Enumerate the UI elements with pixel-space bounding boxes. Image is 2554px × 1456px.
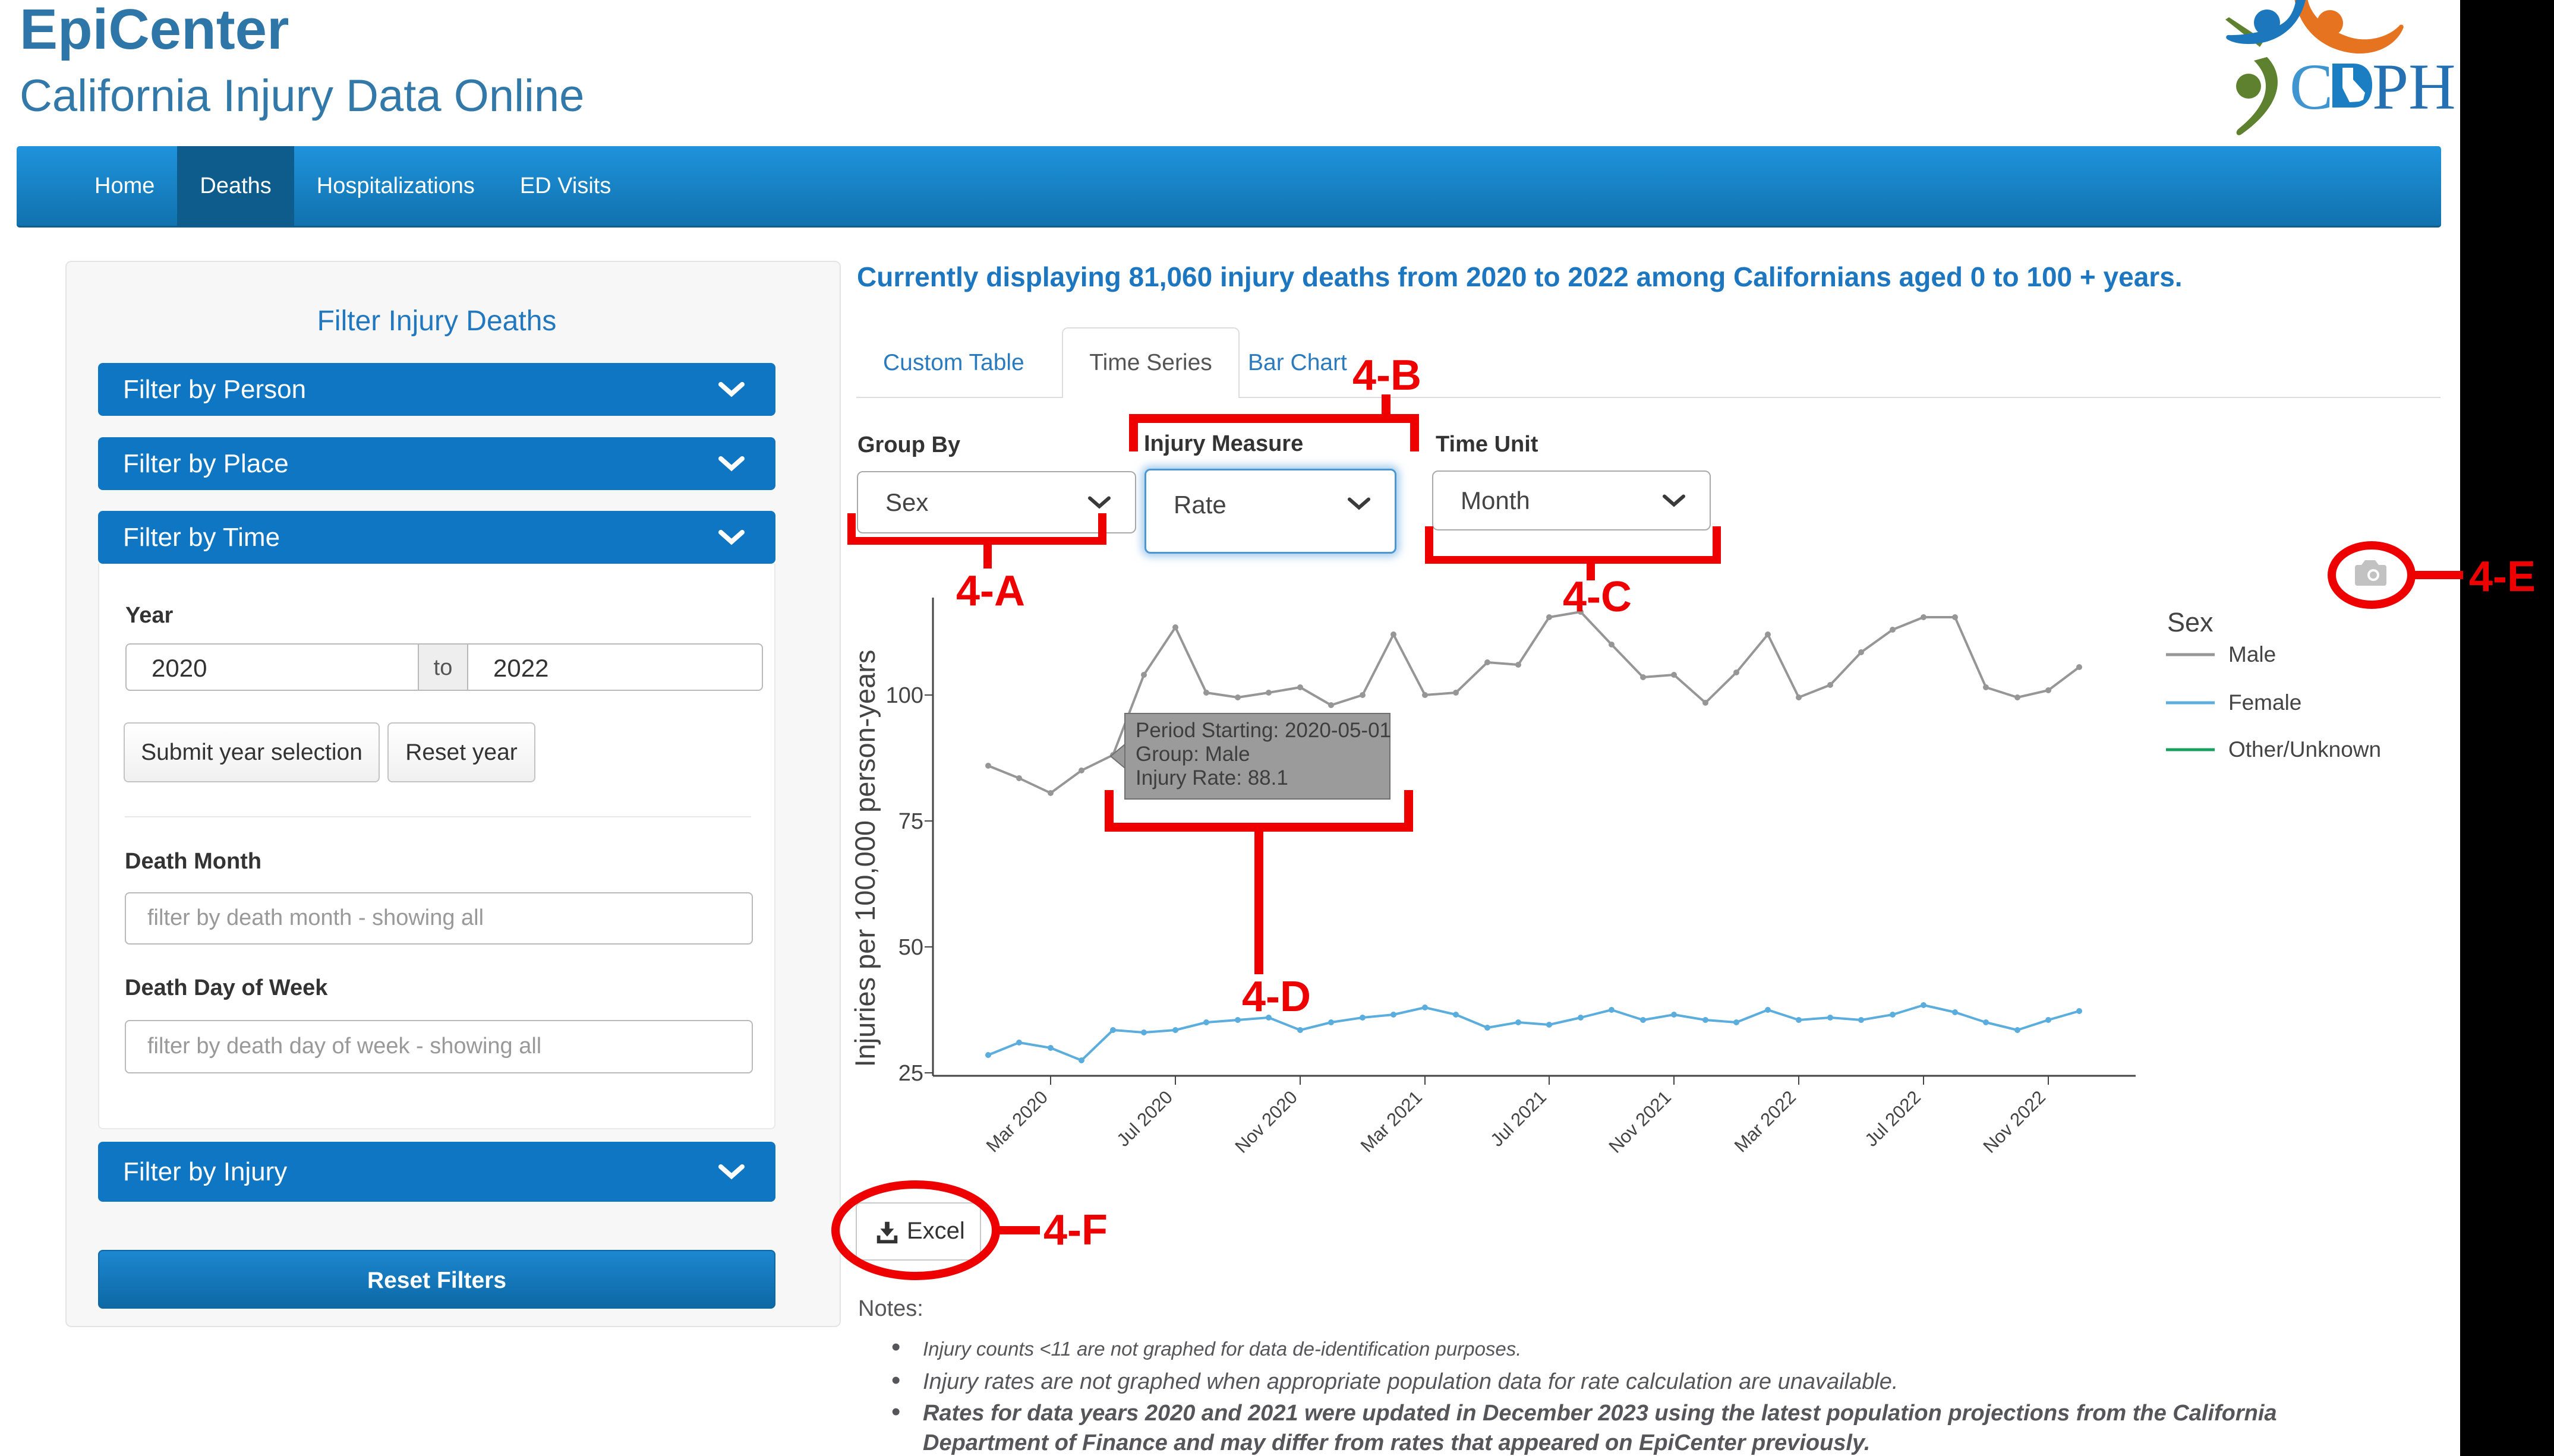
svg-text:4-E: 4-E (2469, 553, 2536, 601)
svg-text:Injury Rate: 88.1: Injury Rate: 88.1 (1136, 766, 1288, 789)
svg-text:Mar 2021: Mar 2021 (1357, 1087, 1426, 1156)
svg-text:C: C (2290, 50, 2333, 123)
svg-text:Jul 2020: Jul 2020 (1112, 1087, 1177, 1151)
svg-text:Period Starting: 2020-05-01: Period Starting: 2020-05-01 (1136, 719, 1391, 742)
svg-text:Injuries per 100,000 person-ye: Injuries per 100,000 person-years (849, 650, 881, 1067)
svg-text:100: 100 (886, 683, 923, 708)
svg-text:4-F: 4-F (1043, 1207, 1108, 1254)
svg-text:Other/Unknown: Other/Unknown (2228, 737, 2381, 762)
svg-text:PH: PH (2372, 50, 2456, 123)
svg-text:Jul 2022: Jul 2022 (1861, 1087, 1925, 1151)
svg-text:Nov 2021: Nov 2021 (1604, 1087, 1675, 1157)
svg-text:4-B: 4-B (1352, 352, 1421, 399)
svg-text:Group: Male: Group: Male (1136, 743, 1250, 766)
svg-text:Male: Male (2228, 642, 2276, 667)
svg-text:75: 75 (898, 809, 923, 834)
svg-text:50: 50 (898, 935, 923, 960)
svg-text:25: 25 (898, 1061, 923, 1086)
svg-text:Nov 2022: Nov 2022 (1979, 1087, 2049, 1157)
svg-text:Nov 2020: Nov 2020 (1231, 1087, 1301, 1157)
svg-text:Mar 2020: Mar 2020 (982, 1087, 1052, 1156)
svg-text:4-C: 4-C (1563, 573, 1632, 621)
svg-text:Female: Female (2228, 690, 2301, 715)
svg-text:Mar 2022: Mar 2022 (1730, 1087, 1800, 1156)
svg-text:4-A: 4-A (956, 567, 1025, 615)
svg-text:4-D: 4-D (1242, 973, 1311, 1021)
svg-text:Sex: Sex (2167, 607, 2214, 637)
svg-text:Jul 2021: Jul 2021 (1486, 1087, 1550, 1151)
